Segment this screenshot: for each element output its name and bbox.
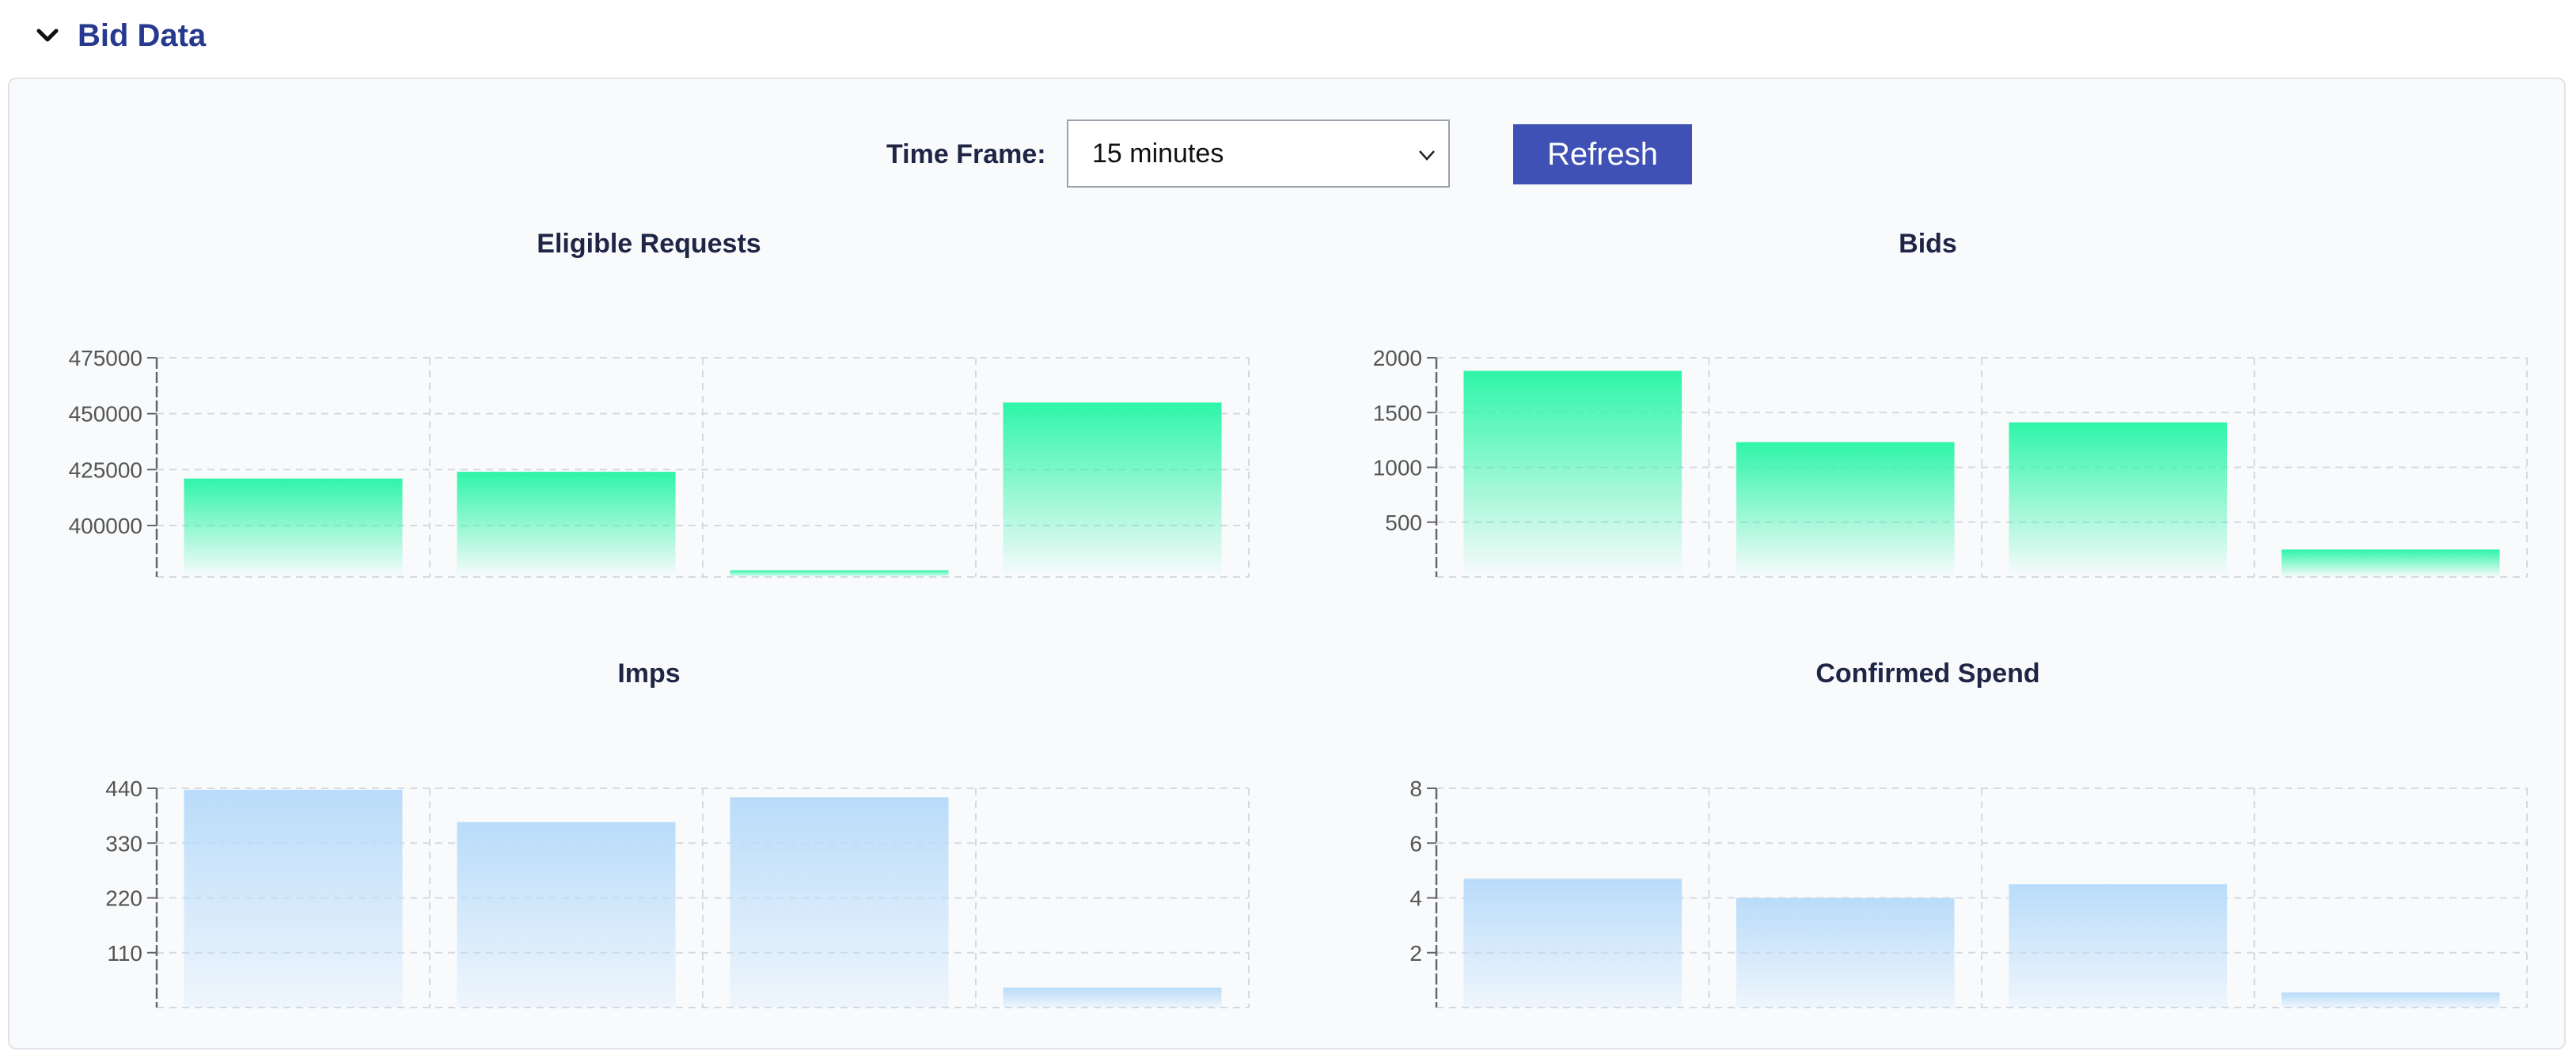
y-tick-label: 110 <box>107 941 142 966</box>
bar <box>1736 898 1955 1008</box>
bar <box>730 570 949 577</box>
bar <box>1463 370 1683 577</box>
chart-title-eligible-requests: Eligible Requests <box>537 229 761 259</box>
bar <box>1003 987 1222 1008</box>
bar <box>2009 422 2228 577</box>
y-tick-label: 8 <box>1409 776 1422 801</box>
bar <box>1003 402 1222 577</box>
refresh-button[interactable]: Refresh <box>1513 124 1692 184</box>
chart-title-imps: Imps <box>617 658 681 689</box>
bar <box>2009 884 2228 1008</box>
bar <box>1463 879 1683 1008</box>
y-tick-label: 6 <box>1409 831 1422 856</box>
bar <box>730 797 949 1008</box>
chart-title-bids: Bids <box>1899 229 1957 259</box>
y-tick-label: 1000 <box>1373 456 1422 480</box>
timeframe-value: 15 minutes <box>1092 138 1224 169</box>
y-tick-label: 450000 <box>69 402 142 427</box>
y-tick-label: 440 <box>105 776 142 801</box>
bar <box>457 472 676 577</box>
section-header[interactable]: Bid Data <box>32 8 206 63</box>
chevron-down-icon[interactable] <box>32 20 63 51</box>
bar <box>2281 549 2500 577</box>
y-tick-label: 4 <box>1409 886 1422 911</box>
y-tick-label: 1500 <box>1373 400 1422 425</box>
y-tick-label: 330 <box>105 831 142 856</box>
y-tick-label: 220 <box>105 886 142 911</box>
chart-title-confirmed-spend: Confirmed Spend <box>1815 658 2040 689</box>
section-title: Bid Data <box>78 17 207 53</box>
y-tick-label: 400000 <box>69 514 142 538</box>
y-tick-label: 475000 <box>69 346 142 370</box>
bar <box>184 789 403 1008</box>
bar <box>457 822 676 1008</box>
y-tick-label: 500 <box>1385 510 1422 535</box>
bar <box>184 478 403 577</box>
timeframe-select[interactable]: 15 minutes <box>1067 120 1450 188</box>
bar <box>1736 442 1955 577</box>
y-tick-label: 2 <box>1409 941 1422 966</box>
y-tick-label: 425000 <box>69 457 142 482</box>
y-tick-label: 2000 <box>1373 346 1422 370</box>
chevron-down-icon <box>1419 150 1435 161</box>
bar <box>2281 992 2500 1008</box>
timeframe-label: Time Frame: <box>886 139 1046 169</box>
